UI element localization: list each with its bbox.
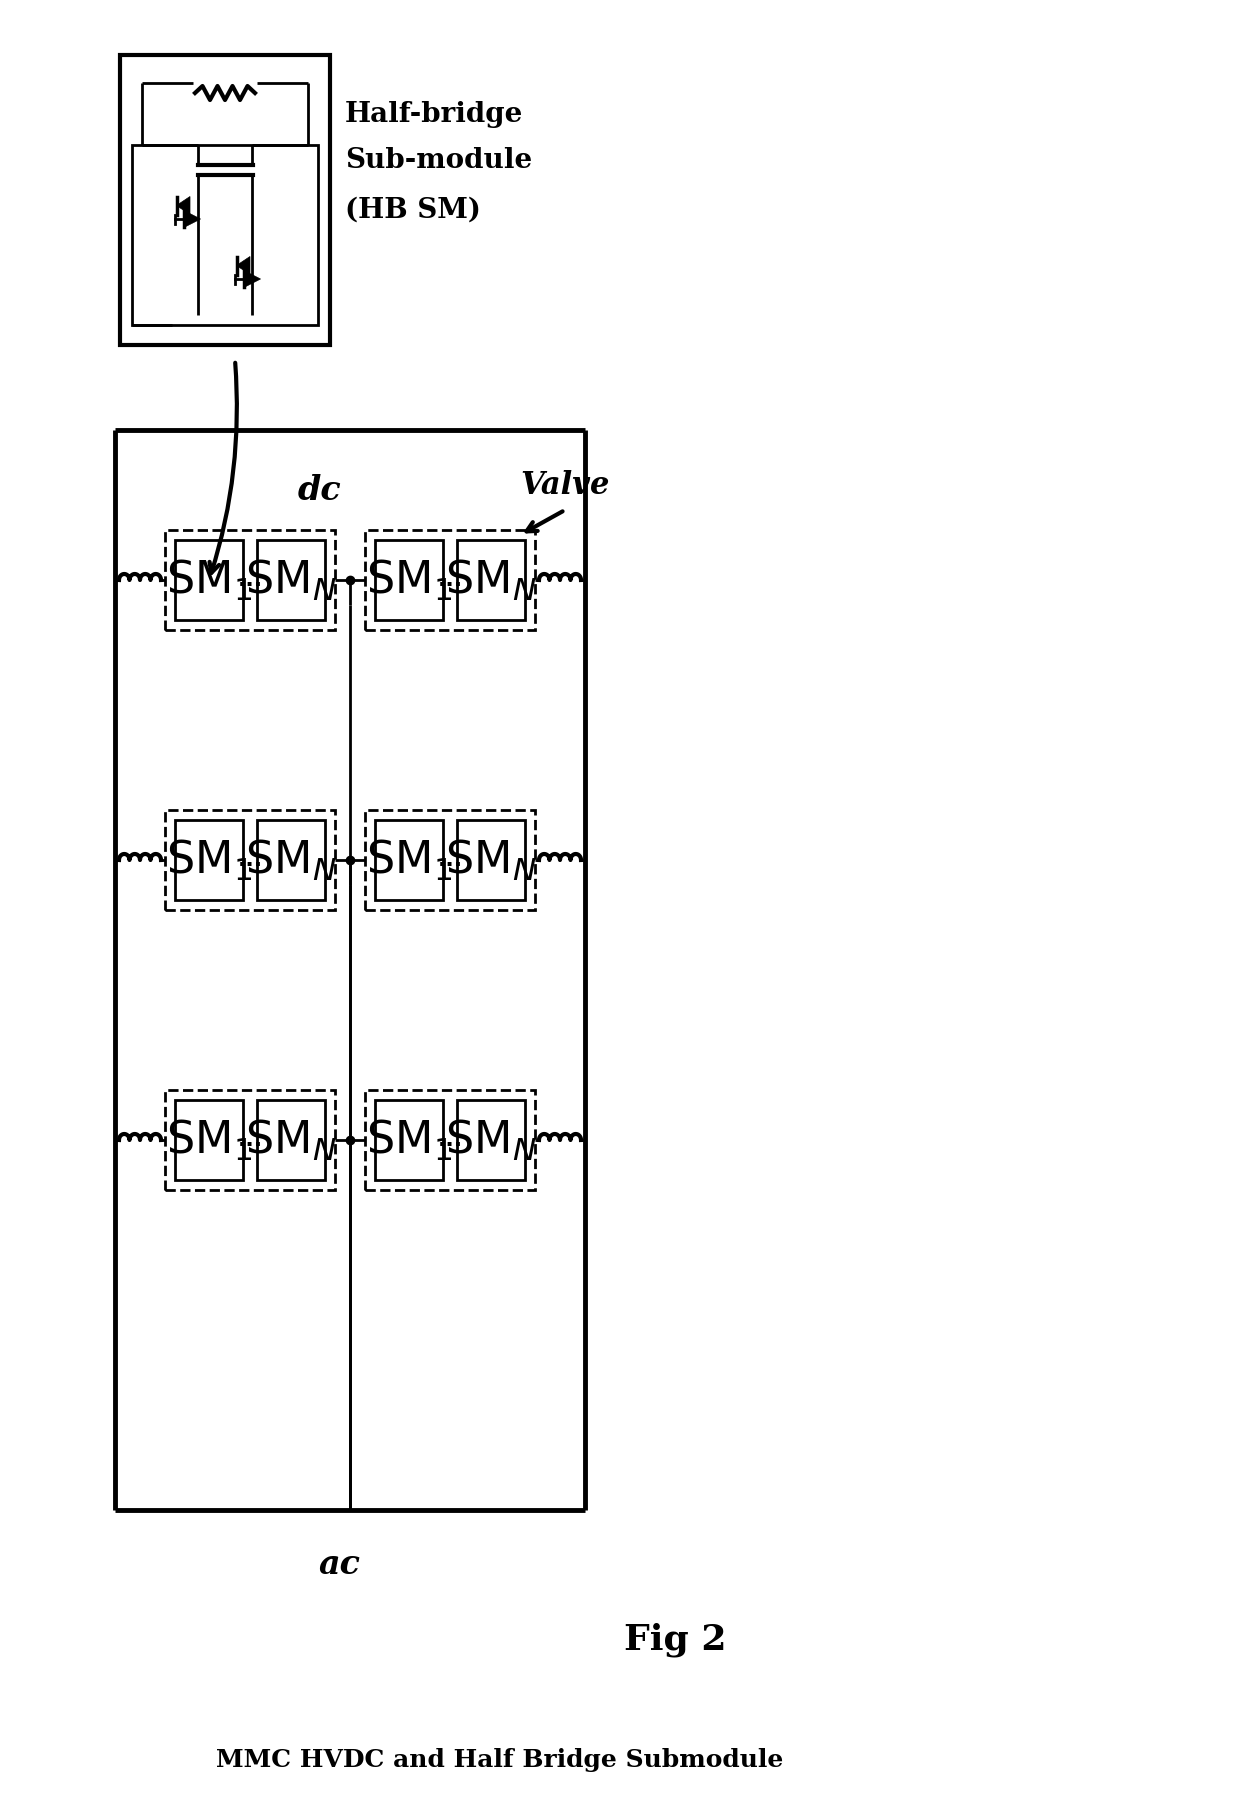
Text: $\mathrm{SM}_{N}$: $\mathrm{SM}_{N}$ [246, 837, 337, 882]
Text: ...: ... [438, 1131, 463, 1151]
Bar [458, 821, 525, 901]
Text: Fig 2: Fig 2 [624, 1624, 727, 1658]
Bar [374, 1100, 443, 1180]
Bar [165, 529, 335, 631]
Bar [131, 145, 317, 324]
Bar [365, 1091, 534, 1190]
Bar [374, 540, 443, 620]
Text: (HB SM): (HB SM) [345, 196, 481, 223]
Bar [165, 810, 335, 910]
Text: $\mathrm{SM}_{N}$: $\mathrm{SM}_{N}$ [445, 558, 537, 603]
Text: $\mathrm{SM}_{1}$: $\mathrm{SM}_{1}$ [166, 1118, 252, 1163]
Text: ...: ... [237, 1131, 263, 1151]
Polygon shape [184, 210, 201, 226]
Polygon shape [244, 270, 260, 288]
Polygon shape [237, 257, 250, 274]
Bar [365, 810, 534, 910]
Text: Valve: Valve [521, 469, 610, 500]
Text: ...: ... [438, 571, 463, 591]
Bar [175, 540, 243, 620]
Text: $\mathrm{SM}_{N}$: $\mathrm{SM}_{N}$ [445, 1118, 537, 1163]
Text: Half-bridge: Half-bridge [345, 101, 523, 129]
Text: $\mathrm{SM}_{1}$: $\mathrm{SM}_{1}$ [366, 558, 453, 603]
Text: $\mathrm{SM}_{1}$: $\mathrm{SM}_{1}$ [166, 558, 252, 603]
Bar [257, 821, 325, 901]
Text: ...: ... [438, 850, 463, 870]
Bar [165, 1091, 335, 1190]
Text: $\mathrm{SM}_{N}$: $\mathrm{SM}_{N}$ [246, 1118, 337, 1163]
Text: $\mathrm{SM}_{1}$: $\mathrm{SM}_{1}$ [366, 1118, 453, 1163]
Bar [257, 1100, 325, 1180]
Text: ...: ... [237, 571, 263, 591]
Text: ...: ... [237, 850, 263, 870]
Text: ac: ac [319, 1549, 361, 1582]
Text: MMC HVDC and Half Bridge Submodule: MMC HVDC and Half Bridge Submodule [216, 1749, 784, 1772]
Text: dc: dc [298, 473, 342, 507]
Text: $\mathrm{SM}_{1}$: $\mathrm{SM}_{1}$ [366, 837, 453, 882]
Bar [175, 1100, 243, 1180]
Bar [365, 529, 534, 631]
Bar [458, 1100, 525, 1180]
Bar [458, 540, 525, 620]
Text: $\mathrm{SM}_{1}$: $\mathrm{SM}_{1}$ [166, 837, 252, 882]
Bar [175, 821, 243, 901]
Text: Sub-module: Sub-module [345, 147, 532, 174]
Bar [120, 54, 330, 344]
Polygon shape [176, 196, 190, 214]
Text: $\mathrm{SM}_{N}$: $\mathrm{SM}_{N}$ [246, 558, 337, 603]
Bar [374, 821, 443, 901]
Bar [257, 540, 325, 620]
Text: $\mathrm{SM}_{N}$: $\mathrm{SM}_{N}$ [445, 837, 537, 882]
